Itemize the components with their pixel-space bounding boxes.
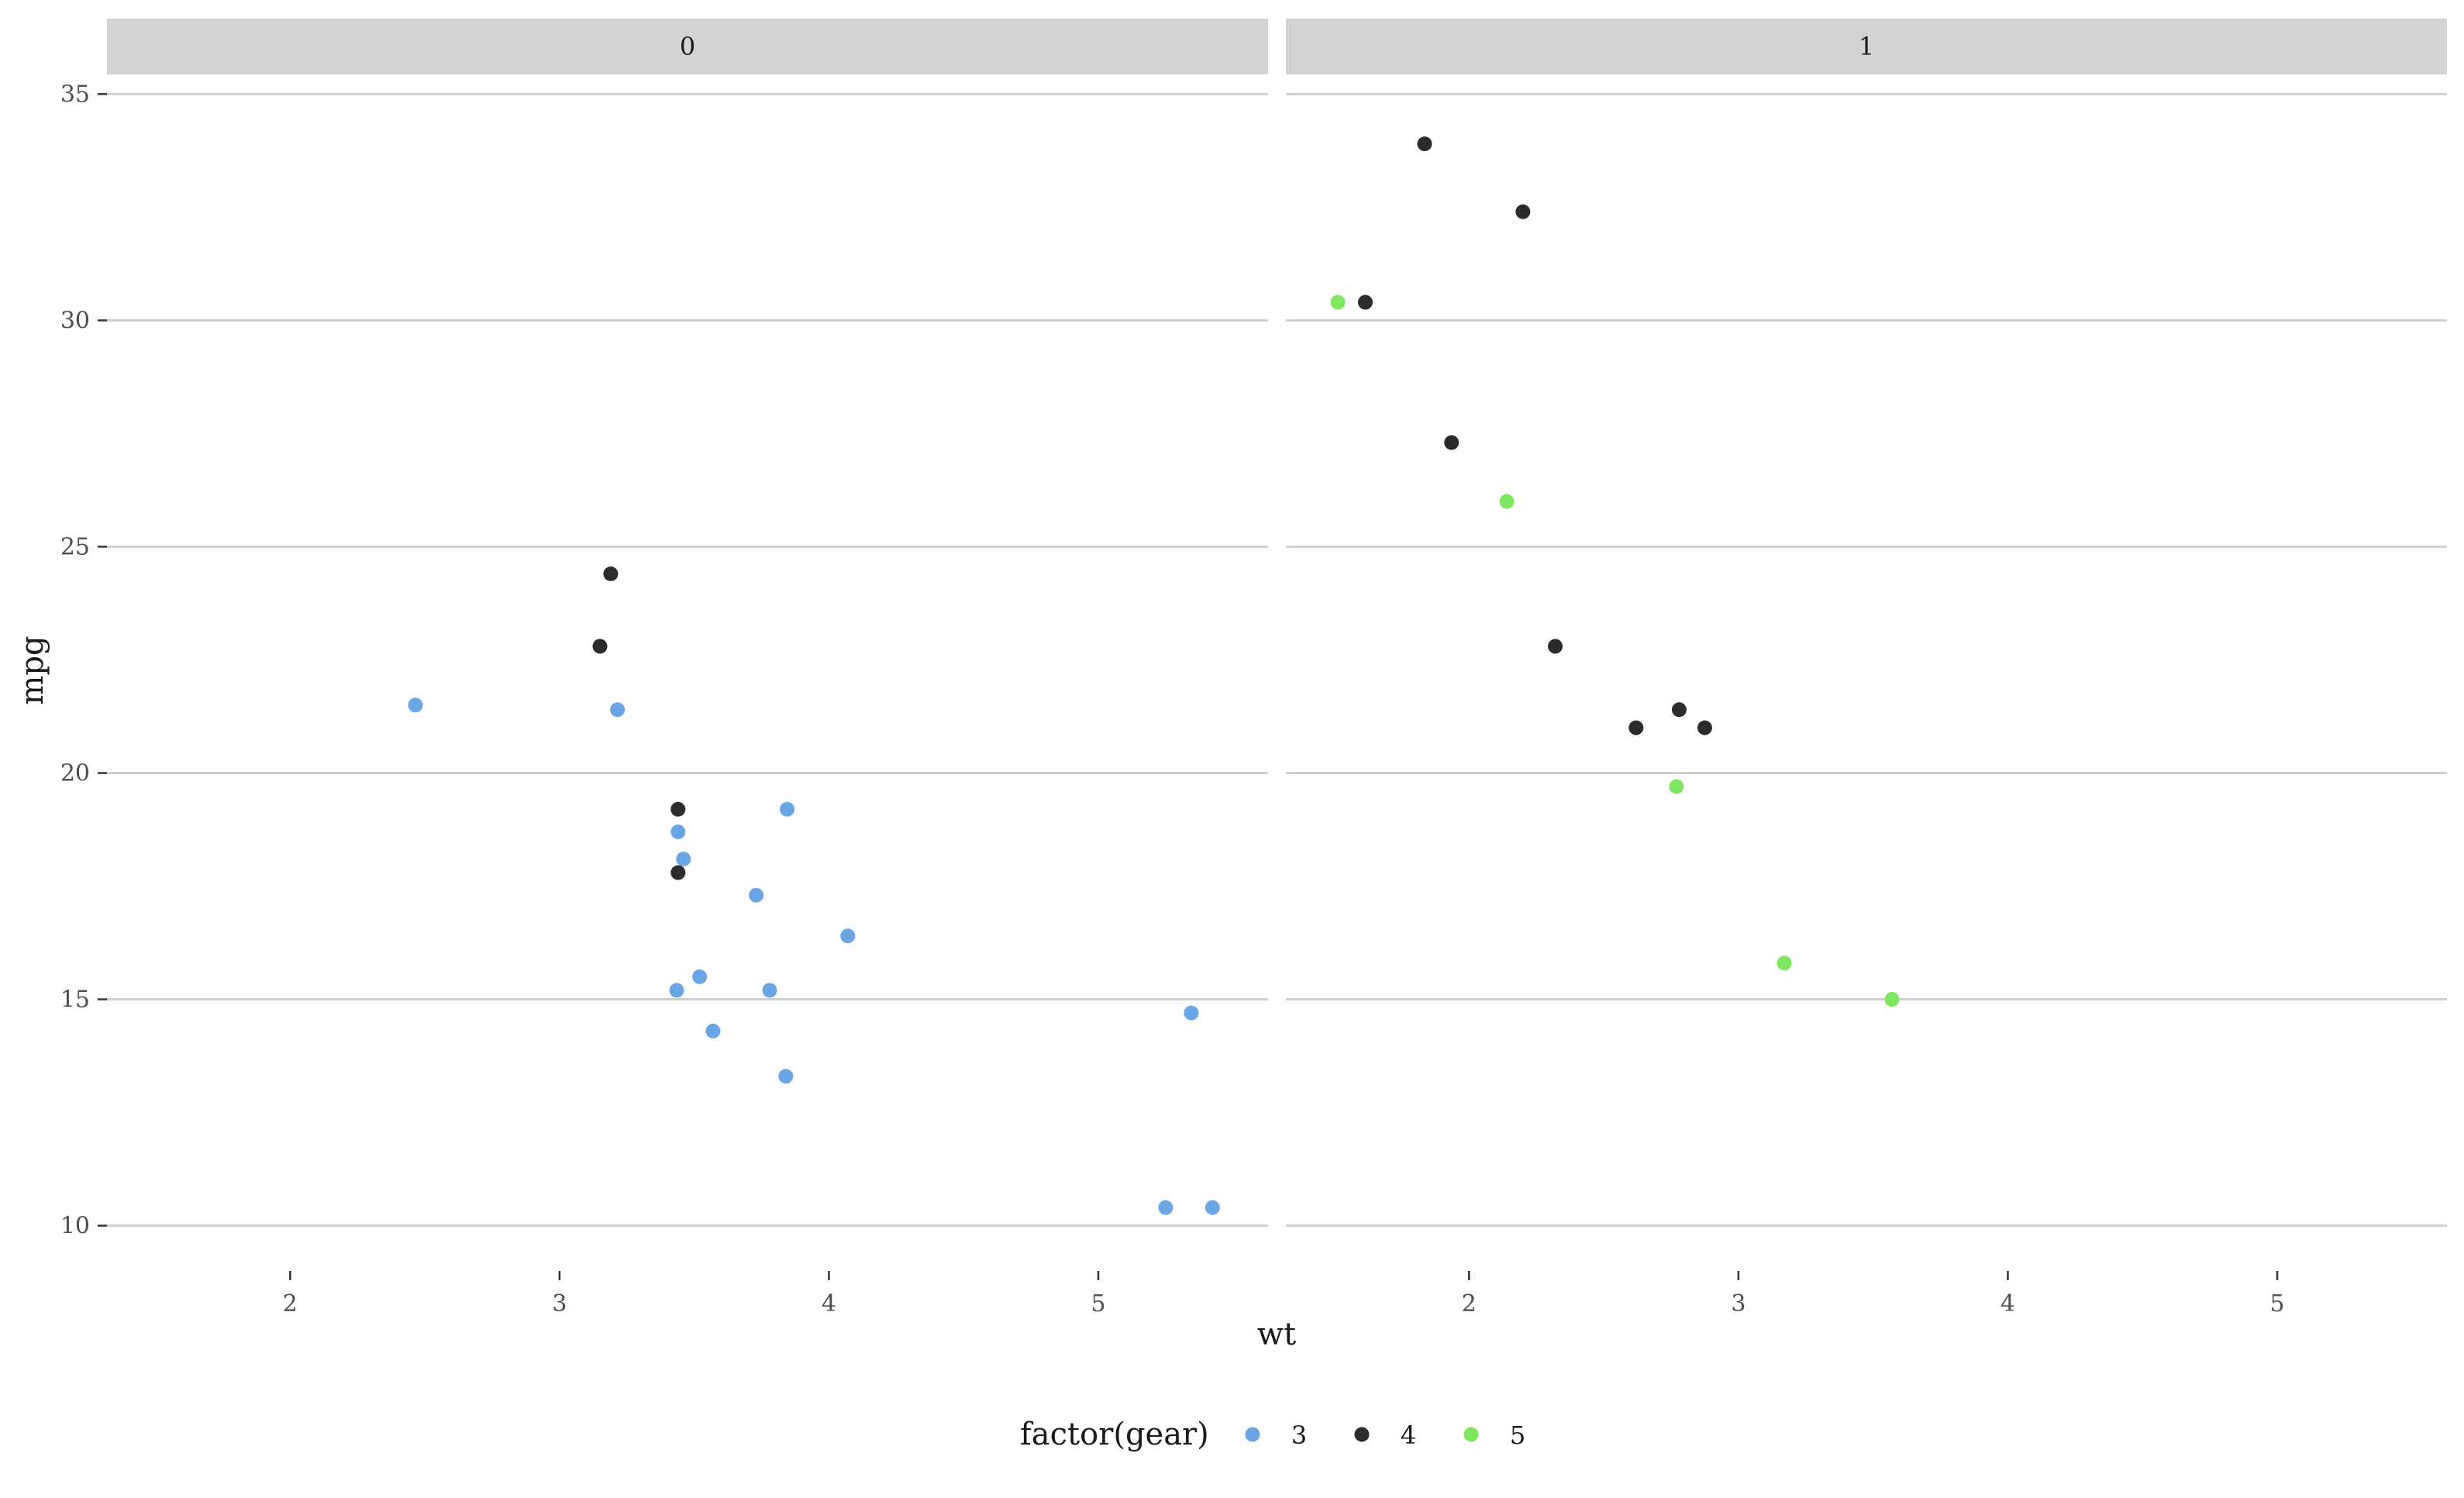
x-tick-label: 5 — [2269, 1290, 2284, 1317]
x-tick-label: 3 — [1731, 1290, 1745, 1317]
y-tick-label: 35 — [60, 81, 90, 108]
y-tick-label: 15 — [60, 987, 90, 1014]
points-panel-1 — [1330, 136, 1900, 1007]
legend-entries: 3 4 5 — [1245, 1421, 1525, 1450]
scatter-point — [1669, 779, 1684, 794]
y-gridlines-panel-0 — [107, 92, 1268, 1228]
x-tick-label: 5 — [1091, 1290, 1105, 1317]
facet-panel-1: 1 2 3 4 5 — [1286, 19, 2447, 1317]
scatter-point — [1444, 435, 1459, 450]
y-axis-title: mpg — [15, 635, 50, 704]
scatter-point — [1158, 1200, 1173, 1215]
scatter-point — [1884, 992, 1900, 1007]
scatter-point — [1358, 294, 1373, 310]
x-tick-label: 4 — [822, 1290, 836, 1317]
scatter-point — [603, 566, 619, 581]
legend-label-gear-5: 5 — [1510, 1421, 1525, 1450]
scatter-point — [1548, 639, 1563, 654]
scatter-point — [1628, 720, 1644, 735]
facet-strip-0 — [107, 19, 1268, 74]
y-gridlines-panel-1 — [1286, 92, 2447, 1228]
y-axis: 10 15 20 25 30 35 — [60, 81, 107, 1240]
scatter-point — [670, 801, 686, 817]
scatter-point — [692, 969, 708, 984]
x-tick-label: 3 — [552, 1290, 567, 1317]
scatter-point — [1776, 956, 1792, 971]
scatter-point — [705, 1023, 721, 1038]
scatter-point — [1515, 204, 1531, 219]
scatter-point — [840, 928, 856, 944]
facet-panel-0: 0 2 3 4 5 — [107, 19, 1268, 1317]
legend-title: factor(gear) — [1020, 1417, 1209, 1452]
points-panel-0 — [408, 566, 1220, 1215]
scatter-point — [1697, 720, 1712, 735]
y-tick-label: 30 — [60, 307, 90, 334]
scatter-point — [780, 801, 795, 817]
scatter-point — [749, 887, 764, 903]
scatter-point — [1671, 702, 1687, 718]
scatter-point — [1184, 1005, 1199, 1021]
scatter-point — [408, 697, 423, 713]
facet-strip-1 — [1286, 19, 2447, 74]
scatter-point — [592, 639, 608, 654]
legend-label-gear-3: 3 — [1291, 1421, 1307, 1450]
scatter-point — [778, 1069, 794, 1084]
scatter-point — [676, 851, 691, 866]
x-axis-title: wt — [1257, 1317, 1296, 1352]
scatter-point — [670, 865, 686, 880]
x-tick-label: 4 — [2000, 1290, 2015, 1317]
x-tick-label: 2 — [283, 1290, 298, 1317]
scatter-point — [1417, 136, 1432, 152]
y-tick-label: 10 — [60, 1213, 90, 1240]
legend-key-gear-5 — [1463, 1427, 1479, 1442]
legend: factor(gear) 3 4 5 — [1020, 1417, 1525, 1452]
legend-label-gear-4: 4 — [1401, 1421, 1416, 1450]
scatter-point — [670, 824, 686, 839]
scatter-point — [1330, 294, 1346, 310]
scatter-point — [669, 983, 684, 998]
scatter-point — [610, 702, 625, 718]
facet-strip-label-1: 1 — [1859, 32, 1874, 61]
y-tick-label: 20 — [60, 760, 90, 787]
x-ticks-panel-0: 2 3 4 5 — [283, 1271, 1106, 1317]
scatter-point — [762, 983, 777, 998]
x-ticks-panel-1: 2 3 4 5 — [1462, 1271, 2285, 1317]
y-tick-label: 25 — [60, 533, 90, 560]
legend-key-gear-4 — [1354, 1427, 1370, 1442]
facet-strip-label-0: 0 — [680, 32, 695, 61]
scatter-point — [1499, 494, 1515, 509]
x-tick-label: 2 — [1462, 1290, 1477, 1317]
legend-key-gear-3 — [1245, 1427, 1260, 1442]
scatter-point — [1204, 1200, 1220, 1215]
